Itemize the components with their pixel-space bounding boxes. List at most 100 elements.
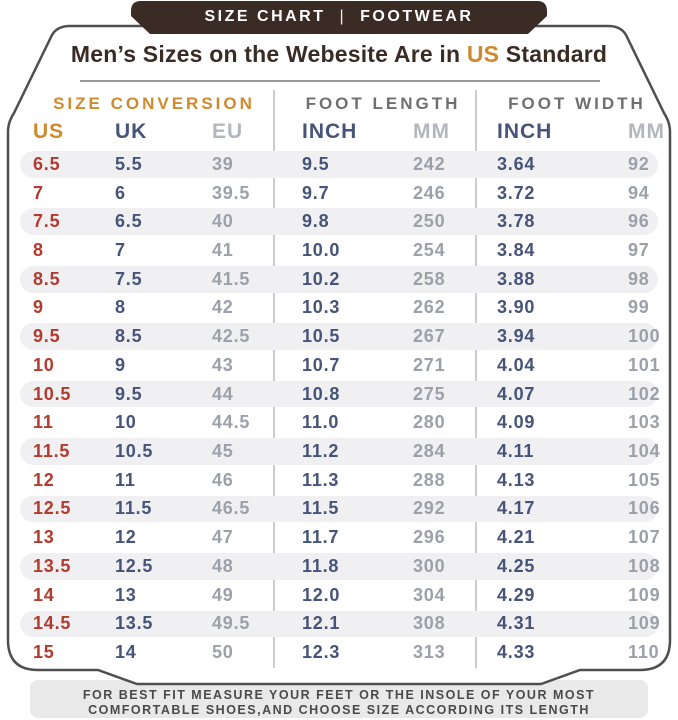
- cell-inch-len: 12.3: [302, 642, 341, 663]
- cell-mm-len: 292: [413, 498, 446, 519]
- footer-note: FOR BEST FIT MEASURE YOUR FEET OR THE IN…: [0, 688, 678, 718]
- cell-mm-wid: 100: [628, 326, 661, 347]
- cell-inch-len: 11.2: [302, 441, 340, 462]
- table-row: 10 9 43 10.7 271 4.04 101: [8, 351, 670, 380]
- cell-mm-wid: 110: [628, 642, 660, 663]
- col-header-mm-len: MM: [413, 120, 450, 143]
- cell-mm-wid: 108: [628, 555, 661, 576]
- cell-eu: 42.5: [212, 326, 251, 347]
- cell-eu: 49: [212, 584, 234, 605]
- title-prefix: Men’s Sizes on the Webesite Are in: [70, 41, 467, 67]
- cell-mm-wid: 101: [628, 354, 661, 375]
- cell-mm-len: 271: [413, 354, 446, 375]
- cell-uk: 12.5: [115, 555, 154, 576]
- table-row: 8.5 7.5 41.5 10.2 258 3.88 98: [8, 265, 670, 294]
- cell-inch-wid: 4.09: [497, 412, 536, 433]
- cell-inch-wid: 3.90: [497, 297, 536, 318]
- cell-uk: 6.5: [115, 211, 143, 232]
- table-row: 9 8 42 10.3 262 3.90 99: [8, 294, 670, 323]
- cell-mm-len: 267: [413, 326, 446, 347]
- title-suffix: Standard: [499, 41, 608, 67]
- cell-us: 9: [33, 297, 44, 318]
- cell-mm-len: 254: [413, 240, 446, 261]
- section-foot-width: FOOT WIDTH: [508, 93, 646, 113]
- cell-inch-len: 11.5: [302, 498, 340, 519]
- cell-us: 8.5: [33, 268, 61, 289]
- table-row: 13.5 12.5 48 11.8 300 4.25 108: [8, 552, 670, 581]
- cell-us: 11.5: [33, 441, 71, 462]
- banner-title: SIZE CHART | FOOTWEAR: [0, 8, 678, 26]
- cell-mm-wid: 104: [628, 441, 661, 462]
- cell-eu: 50: [212, 642, 234, 663]
- banner-right-label: FOOTWEAR: [360, 8, 474, 25]
- cell-inch-len: 12.1: [302, 613, 341, 634]
- cell-uk: 8: [115, 297, 126, 318]
- cell-eu: 41.5: [212, 268, 251, 289]
- cell-mm-wid: 107: [628, 527, 661, 548]
- size-table: SIZE CONVERSION FOOT LENGTH FOOT WIDTH U…: [8, 90, 670, 668]
- cell-inch-wid: 4.25: [497, 555, 536, 576]
- cell-mm-len: 275: [413, 383, 446, 404]
- cell-mm-len: 246: [413, 182, 446, 203]
- table-row: 8 7 41 10.0 254 3.84 97: [8, 236, 670, 265]
- cell-us: 14.5: [33, 613, 72, 634]
- table-row: 14 13 49 12.0 304 4.29 109: [8, 581, 670, 610]
- cell-us: 10.5: [33, 383, 72, 404]
- cell-uk: 14: [115, 642, 137, 663]
- cell-us: 11: [33, 412, 54, 433]
- cell-inch-wid: 4.33: [497, 642, 536, 663]
- cell-uk: 13.5: [115, 613, 154, 634]
- section-foot-length: FOOT LENGTH: [305, 93, 461, 113]
- cell-uk: 11.5: [115, 498, 153, 519]
- cell-inch-len: 9.5: [302, 153, 330, 174]
- cell-mm-len: 296: [413, 527, 446, 548]
- cell-mm-len: 313: [413, 642, 446, 663]
- cell-us: 13.5: [33, 555, 72, 576]
- col-header-eu: EU: [212, 120, 244, 143]
- cell-inch-wid: 3.88: [497, 268, 536, 289]
- cell-uk: 7: [115, 240, 126, 261]
- table-row: 9.5 8.5 42.5 10.5 267 3.94 100: [8, 322, 670, 351]
- cell-inch-wid: 3.72: [497, 182, 536, 203]
- cell-mm-len: 262: [413, 297, 446, 318]
- cell-eu: 48: [212, 555, 234, 576]
- cell-inch-len: 12.0: [302, 584, 341, 605]
- column-divider-2: [475, 90, 477, 668]
- cell-eu: 39.5: [212, 182, 251, 203]
- cell-mm-wid: 103: [628, 412, 661, 433]
- cell-uk: 10.5: [115, 441, 154, 462]
- cell-eu: 41: [212, 240, 234, 261]
- cell-us: 15: [33, 642, 55, 663]
- title-divider: [80, 80, 600, 82]
- cell-mm-wid: 109: [628, 584, 661, 605]
- cell-inch-len: 10.5: [302, 326, 341, 347]
- cell-mm-wid: 99: [628, 297, 650, 318]
- cell-inch-wid: 4.11: [497, 441, 535, 462]
- table-row: 14.5 13.5 49.5 12.1 308 4.31 109: [8, 610, 670, 639]
- table-row: 6.5 5.5 39 9.5 242 3.64 92: [8, 150, 670, 179]
- cell-mm-len: 250: [413, 211, 446, 232]
- cell-mm-wid: 97: [628, 240, 650, 261]
- cell-mm-wid: 105: [628, 469, 661, 490]
- cell-inch-len: 11.3: [302, 469, 340, 490]
- cell-eu: 40: [212, 211, 234, 232]
- cell-mm-len: 288: [413, 469, 446, 490]
- cell-mm-wid: 102: [628, 383, 661, 404]
- banner-left-label: SIZE CHART: [204, 8, 326, 25]
- cell-inch-len: 10.7: [302, 354, 341, 375]
- cell-uk: 8.5: [115, 326, 143, 347]
- table-row: 10.5 9.5 44 10.8 275 4.07 102: [8, 380, 670, 409]
- col-header-mm-wid: MM: [628, 120, 665, 143]
- col-header-uk: UK: [115, 120, 148, 143]
- cell-mm-wid: 96: [628, 211, 650, 232]
- cell-inch-len: 10.0: [302, 240, 341, 261]
- cell-mm-wid: 92: [628, 153, 650, 174]
- cell-us: 12: [33, 469, 55, 490]
- cell-us: 6.5: [33, 153, 61, 174]
- cell-inch-len: 9.8: [302, 211, 330, 232]
- cell-uk: 9: [115, 354, 126, 375]
- cell-inch-len: 10.2: [302, 268, 341, 289]
- col-header-inch-wid: INCH: [497, 120, 553, 143]
- column-header-row: US UK EU INCH MM INCH MM: [8, 117, 670, 147]
- column-divider-1: [273, 90, 275, 668]
